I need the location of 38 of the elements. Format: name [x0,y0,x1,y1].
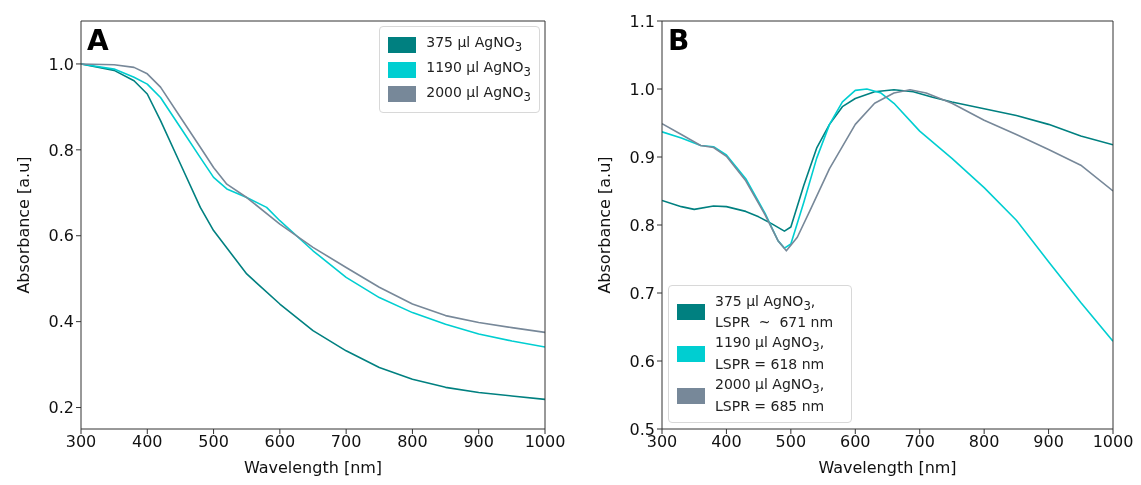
y-tick-label: 1.1 [629,11,655,31]
y-tick-label: 0.8 [629,215,655,235]
y-axis-title: Absorbance [a.u] [13,156,33,294]
x-tick-label: 600 [840,432,871,452]
y-tick-label: 0.2 [48,398,74,418]
legend-label: 2000 μl AgNO$_{3}$, LSPR = 685 nm [715,376,826,415]
x-tick-label: 1000 [524,432,566,452]
y-tick-label: 0.6 [629,351,655,371]
y-tick-label: 0.4 [48,312,74,332]
chart-title: B [668,24,690,57]
x-axis-title: Wavelength [nm] [243,458,383,477]
x-tick-label: 800 [397,432,428,452]
x-tick-label: 400 [711,432,742,452]
x-tick-label: 600 [264,432,296,452]
x-tick-label: 1000 [1092,432,1134,452]
legend-label: 2000 μl AgNO$_{3}$ [426,83,531,106]
chart-title: A [87,24,109,57]
y-axis-title: Absorbance [a.u] [594,156,614,294]
legend-label: 375 μl AgNO$_{3}$ [426,34,523,56]
x-tick-label: 300 [65,432,97,452]
x-tick-label: 800 [968,432,1000,452]
y-tick-label: 0.8 [48,140,74,160]
legend-label: 375 μl AgNO$_{3}$, LSPR ~ 671 nm [715,292,835,332]
x-tick-label: 500 [775,432,807,452]
y-tick-label: 0.7 [629,283,655,303]
x-tick-label: 900 [1033,432,1064,452]
y-tick-label: 0.6 [48,226,74,246]
y-tick-label: 1.0 [629,79,655,99]
x-tick-label: 700 [904,432,935,452]
x-axis-title: Wavelength [nm] [818,458,957,477]
y-tick-label: 1.0 [48,54,74,74]
x-tick-label: 900 [463,432,494,452]
x-tick-label: 700 [330,432,362,452]
x-tick-label: 500 [198,432,229,452]
y-tick-label: 0.9 [629,147,655,167]
x-tick-label: 400 [132,432,163,452]
legend-label: 1190 μl AgNO$_{3}$ [426,58,531,81]
legend-label: 1190 μl AgNO$_{3}$, LSPR = 618 nm [715,334,826,374]
